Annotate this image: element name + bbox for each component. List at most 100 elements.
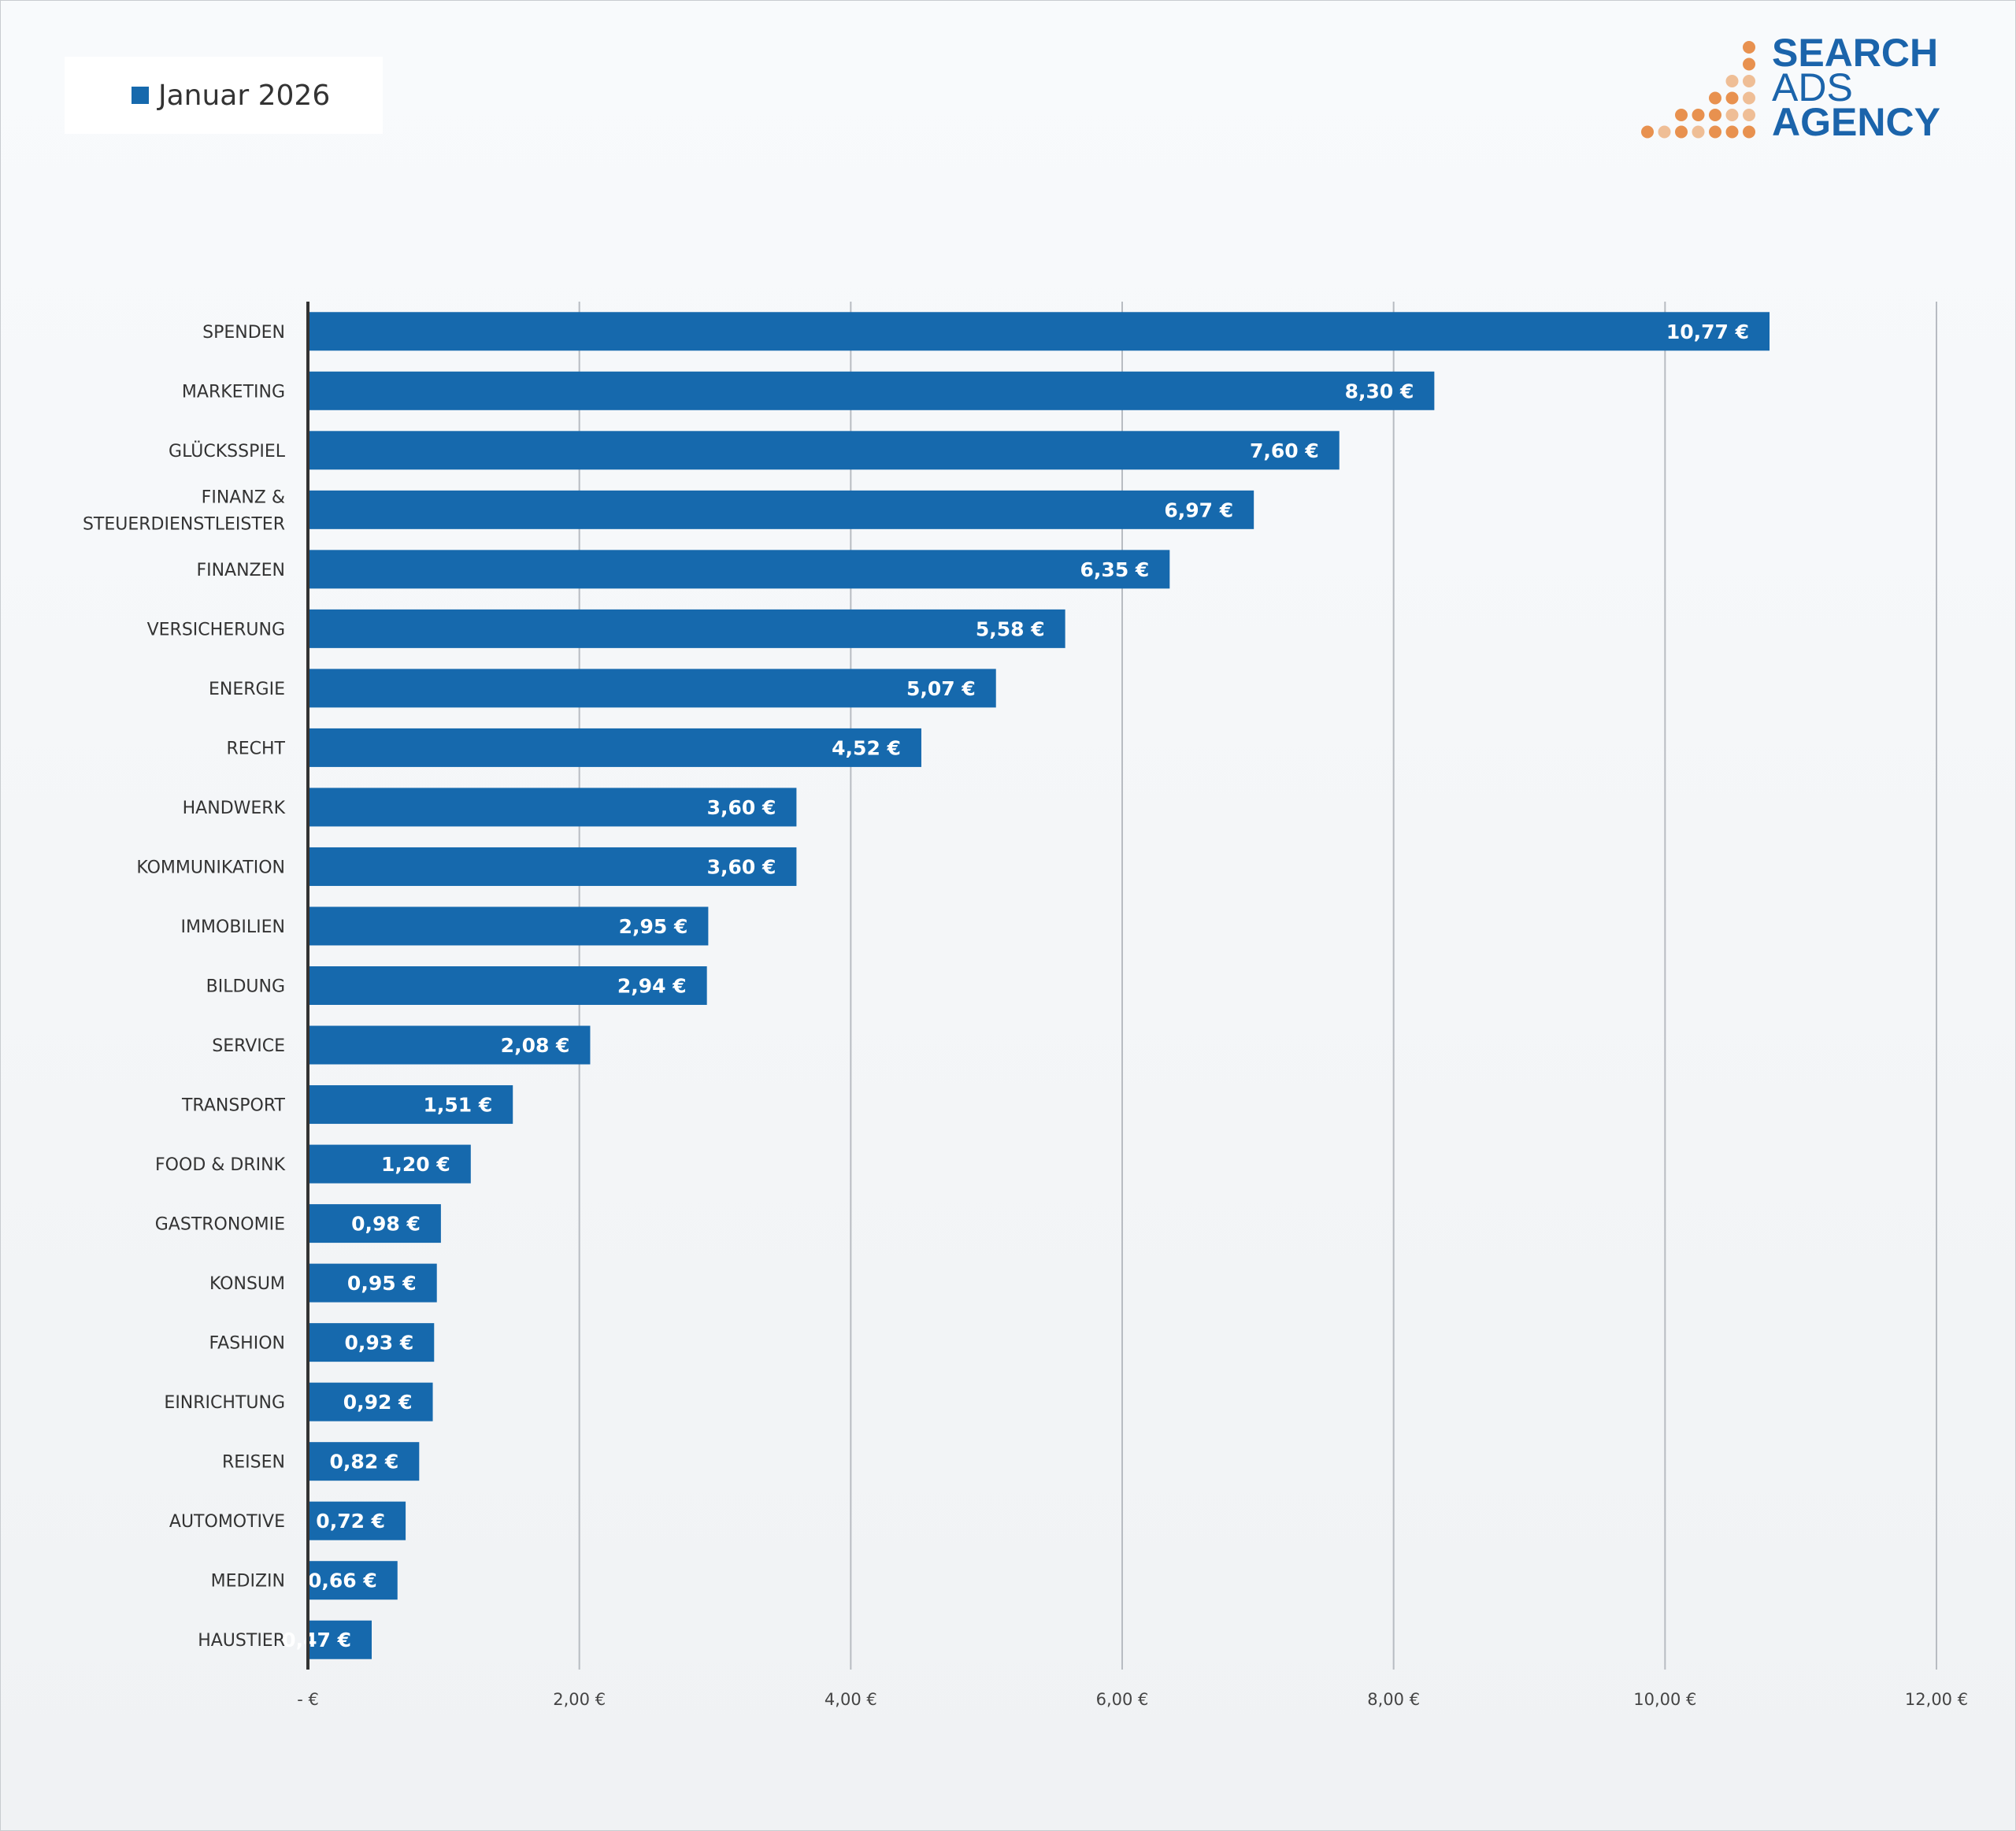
category-label: FASHION — [209, 1334, 285, 1354]
category-label: AUTOMOTIVE — [169, 1512, 285, 1532]
bar-value-label: 0,66 € — [308, 1570, 377, 1592]
category-label: FOOD & DRINK — [155, 1155, 286, 1175]
logo-dot — [1743, 57, 1755, 71]
x-tick-label: - € — [297, 1690, 319, 1709]
category-label: KONSUM — [209, 1274, 285, 1294]
category-label-line: STEUERDIENSTLEISTER — [83, 514, 285, 534]
category-label: KOMMUNIKATION — [136, 858, 285, 877]
category-label: IMMOBILIEN — [181, 917, 285, 937]
bar-value-label: 1,20 € — [381, 1153, 450, 1176]
category-label: HAUSTIER — [198, 1631, 285, 1651]
bar-value-label: 10,77 € — [1666, 321, 1749, 343]
bar-value-label: 3,60 € — [707, 796, 776, 819]
category-label: GASTRONOMIE — [155, 1215, 285, 1235]
bar — [308, 1442, 420, 1481]
bar — [308, 1263, 437, 1303]
bar-value-label: 6,97 € — [1164, 499, 1233, 521]
x-tick-label: 10,00 € — [1633, 1690, 1696, 1709]
category-label: FINANZEN — [196, 561, 285, 580]
legend-label: Januar 2026 — [158, 79, 331, 112]
bar-value-label: 3,60 € — [707, 855, 776, 878]
bar — [308, 1085, 513, 1125]
bar — [308, 669, 996, 708]
bar — [308, 490, 1254, 529]
logo-dot — [1709, 125, 1721, 139]
x-tick-label: 2,00 € — [553, 1690, 606, 1709]
logo-dot — [1725, 125, 1739, 139]
legend-swatch — [132, 87, 149, 104]
bar-value-label: 2,95 € — [619, 915, 688, 938]
logo-line-ads: ADS — [1772, 65, 1853, 109]
bar-value-label: 0,82 € — [330, 1451, 399, 1473]
logo-dot — [1743, 109, 1755, 121]
bar-value-label: 0,47 € — [282, 1629, 351, 1651]
bar-value-label: 7,60 € — [1250, 439, 1319, 462]
bar-value-label: 0,98 € — [351, 1213, 421, 1236]
bar — [308, 371, 1435, 410]
bar-value-label: 5,07 € — [906, 677, 976, 700]
logo-dot — [1709, 109, 1721, 121]
category-label: HANDWERK — [183, 799, 286, 818]
category-label: FINANZ & STEUERDIENSTLEISTER — [83, 487, 285, 534]
bar — [308, 1620, 372, 1659]
bar-value-label: 0,95 € — [347, 1272, 417, 1295]
category-label: MEDIZIN — [211, 1572, 285, 1592]
bar — [308, 1144, 471, 1184]
logo-dot — [1743, 75, 1755, 87]
category-label: SPENDEN — [202, 323, 285, 343]
bar — [308, 1561, 398, 1600]
logo-dot — [1743, 91, 1755, 105]
bar-value-label: 5,58 € — [976, 617, 1045, 640]
category-label: REISEN — [222, 1453, 285, 1473]
logo-line-agency: AGENCY — [1772, 100, 1940, 144]
logo-line-search: SEARCH — [1772, 31, 1939, 75]
x-tick-label: 12,00 € — [1905, 1690, 1968, 1709]
bar — [308, 788, 797, 827]
category-label: MARKETING — [182, 382, 285, 402]
bar-value-label: 1,51 € — [423, 1094, 492, 1117]
category-label: VERSICHERUNG — [147, 620, 285, 639]
logo-dot — [1692, 109, 1705, 121]
category-label: TRANSPORT — [181, 1096, 286, 1116]
bar — [308, 609, 1065, 648]
logo-dots-icon — [1641, 41, 1755, 139]
category-label-line: FINANZ & — [202, 487, 285, 507]
bar-value-label: 2,94 € — [617, 975, 687, 998]
logo-text: SEARCH ADS AGENCY — [1772, 31, 1977, 144]
logo-dot — [1658, 125, 1671, 139]
category-label: ENERGIE — [209, 680, 285, 699]
bar — [308, 1501, 406, 1540]
logo-dot — [1675, 125, 1688, 139]
logo-dot — [1675, 109, 1688, 121]
logo-dot — [1641, 125, 1654, 139]
x-tick-label: 4,00 € — [825, 1690, 877, 1709]
logo-dot — [1725, 91, 1739, 105]
bar-value-label: 8,30 € — [1345, 380, 1414, 402]
bar — [308, 431, 1340, 470]
category-label: BILDUNG — [206, 977, 285, 997]
bar — [308, 550, 1170, 589]
bar — [308, 1323, 435, 1362]
logo-dot — [1743, 125, 1755, 139]
logo-dot — [1725, 109, 1739, 121]
bar-value-label: 0,92 € — [343, 1391, 413, 1414]
bar — [308, 906, 709, 946]
logo-dot — [1725, 75, 1739, 87]
logo-dot — [1743, 41, 1755, 54]
bar-value-label: 6,35 € — [1080, 558, 1150, 581]
legend: Januar 2026 — [65, 57, 383, 134]
bar — [308, 312, 1770, 351]
logo-dot — [1709, 91, 1721, 105]
bar — [308, 966, 707, 1005]
bar — [308, 728, 921, 767]
bar — [308, 1204, 441, 1244]
x-tick-label: 8,00 € — [1367, 1690, 1420, 1709]
bar-value-label: 0,93 € — [344, 1332, 413, 1355]
bar-value-label: 2,08 € — [501, 1034, 570, 1057]
x-tick-label: 6,00 € — [1096, 1690, 1149, 1709]
bar-value-label: 4,52 € — [832, 736, 901, 759]
category-label: SERVICE — [212, 1036, 285, 1056]
bar — [308, 1382, 433, 1421]
logo-dot — [1692, 125, 1705, 139]
